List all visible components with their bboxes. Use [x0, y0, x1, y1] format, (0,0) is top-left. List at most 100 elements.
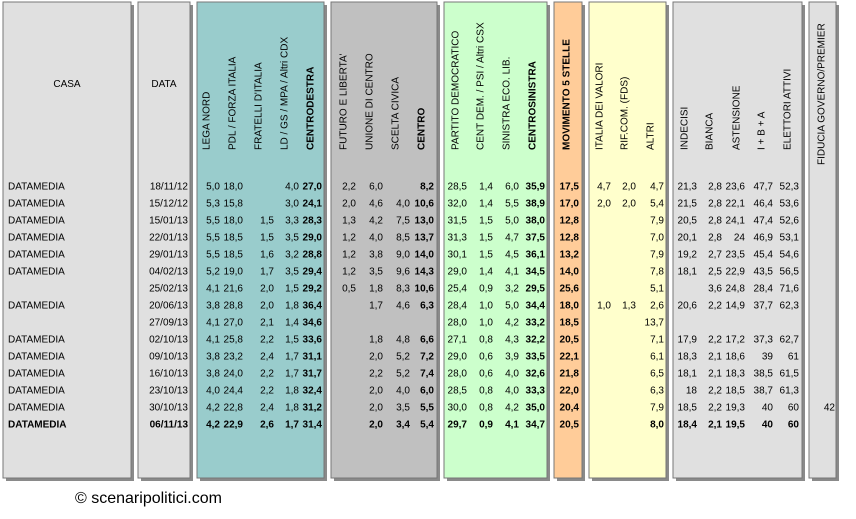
table-cell: 33,6 [303, 335, 323, 346]
table-cell: 5,4 [650, 199, 664, 210]
table-cell: 02/10/13 [149, 335, 188, 346]
table-cell: 33,2 [526, 318, 546, 329]
table-cell: 43,5 [754, 267, 774, 278]
table-cell: 18,0 [224, 216, 244, 227]
table-cell: 1,5 [260, 216, 274, 227]
table-cell: 18,1 [678, 267, 698, 278]
table-cell: 18,0 [224, 182, 244, 193]
table-cell: 23/10/13 [149, 386, 188, 397]
table-cell: 20,1 [678, 233, 698, 244]
table-cell: 2,0 [369, 420, 383, 431]
table-cell: 34,4 [526, 301, 546, 312]
table-cell: 22,9 [224, 420, 244, 431]
table-cell: 4,1 [206, 335, 220, 346]
table-cell: 14,9 [726, 301, 746, 312]
table-cell: 6,0 [505, 182, 519, 193]
table-cell: 30,1 [448, 250, 468, 261]
table-cell: 1,2 [342, 267, 356, 278]
table-cell: 3,6 [708, 284, 722, 295]
table-cell: 3,8 [206, 352, 220, 363]
table-cell: 7,8 [650, 267, 664, 278]
table-cell: 62,3 [780, 301, 800, 312]
table-cell: 2,1 [260, 318, 274, 329]
table-cell: 28,8 [303, 250, 323, 261]
table-cell: 1,8 [285, 301, 299, 312]
table-cell: 7,9 [650, 216, 664, 227]
table-cell: 7,9 [650, 403, 664, 414]
table-cell: 4,1 [505, 420, 519, 431]
column-header: MOVIMENTO 5 STELLE [562, 39, 573, 150]
table-cell: DATAMEDIA [8, 335, 65, 346]
table-cell: 6,1 [650, 352, 664, 363]
column-header: PDL / FORZA ITALIA [228, 56, 239, 150]
column-header: CENTROSINISTRA [528, 61, 539, 150]
table-cell: 24,4 [224, 386, 244, 397]
table-cell: DATAMEDIA [8, 352, 65, 363]
table-cell: 18,3 [678, 352, 698, 363]
table-cell: 4,0 [206, 386, 220, 397]
panel [2, 1, 132, 479]
table-cell: 22,8 [224, 403, 244, 414]
table-cell: 4,0 [505, 386, 519, 397]
table-cell: 14,0 [415, 250, 435, 261]
table-cell: 1,7 [285, 369, 299, 380]
column-header: ALTRI [646, 122, 657, 150]
table-cell: 56,5 [780, 267, 800, 278]
table-cell: 36,4 [303, 301, 323, 312]
table-cell: 3,5 [396, 403, 410, 414]
table-cell: 17,9 [678, 335, 698, 346]
table-cell: 38,9 [526, 199, 546, 210]
table-cell: 14,0 [560, 267, 580, 278]
table-cell: 21,8 [560, 369, 580, 380]
table-cell: DATAMEDIA [8, 386, 65, 397]
table-cell: 20,5 [560, 420, 580, 431]
table-cell: 1,6 [260, 250, 274, 261]
table-cell: 27,0 [224, 318, 244, 329]
table-cell: 0,8 [479, 403, 493, 414]
table-cell: 53,1 [780, 233, 800, 244]
table-cell: 2,0 [260, 284, 274, 295]
table-cell: 32,0 [448, 199, 468, 210]
table-cell: 71,6 [780, 284, 800, 295]
table-cell: 5,5 [206, 250, 220, 261]
table-cell: 1,4 [479, 182, 493, 193]
table-cell: 14,3 [415, 267, 435, 278]
column-header: LEGA NORD [202, 92, 213, 150]
table-cell: 42 [824, 403, 836, 414]
table-cell: 29,0 [448, 267, 468, 278]
table-cell: 06/11/13 [150, 420, 189, 431]
table-cell: 7,1 [650, 335, 664, 346]
table-cell: 5,5 [206, 233, 220, 244]
table-cell: 35,0 [526, 403, 546, 414]
table-cell: 29,5 [526, 284, 546, 295]
table-cell: 17,5 [560, 182, 580, 193]
table-cell: 15/12/12 [149, 199, 188, 210]
table-cell: 19,3 [726, 403, 746, 414]
table-cell: 45,4 [754, 250, 774, 261]
column-header: DATA [151, 79, 177, 90]
column-header: LD / GS / MPA / Altri CDX [280, 36, 291, 150]
table-cell: 6,0 [420, 386, 434, 397]
column-header: FIDUCIA GOVERNO/PREMIER [817, 23, 828, 165]
table-cell: 4,6 [396, 301, 410, 312]
table-cell: 2,4 [260, 403, 274, 414]
table-cell: 2,1 [708, 352, 722, 363]
table-cell: 1,5 [479, 216, 493, 227]
table-cell: 8,0 [650, 420, 664, 431]
table-cell: 1,8 [369, 335, 383, 346]
table-cell: 9,0 [396, 250, 410, 261]
table-cell: 52,6 [780, 216, 800, 227]
table-cell: 1,0 [479, 318, 493, 329]
table-cell: 28,4 [448, 301, 468, 312]
table-cell: 8,3 [396, 284, 410, 295]
column-header: FRATELLI D'ITALIA [254, 62, 265, 150]
table-cell: 52,3 [780, 182, 800, 193]
table-cell: 25,8 [224, 335, 244, 346]
table-cell: 0,8 [479, 386, 493, 397]
table-cell: 30/10/13 [149, 403, 188, 414]
table-cell: 18,4 [678, 420, 698, 431]
table-cell: 28,4 [754, 284, 774, 295]
table-cell: 2,2 [260, 335, 274, 346]
table-cell: DATAMEDIA [8, 216, 65, 227]
table-cell: 2,8 [708, 199, 722, 210]
